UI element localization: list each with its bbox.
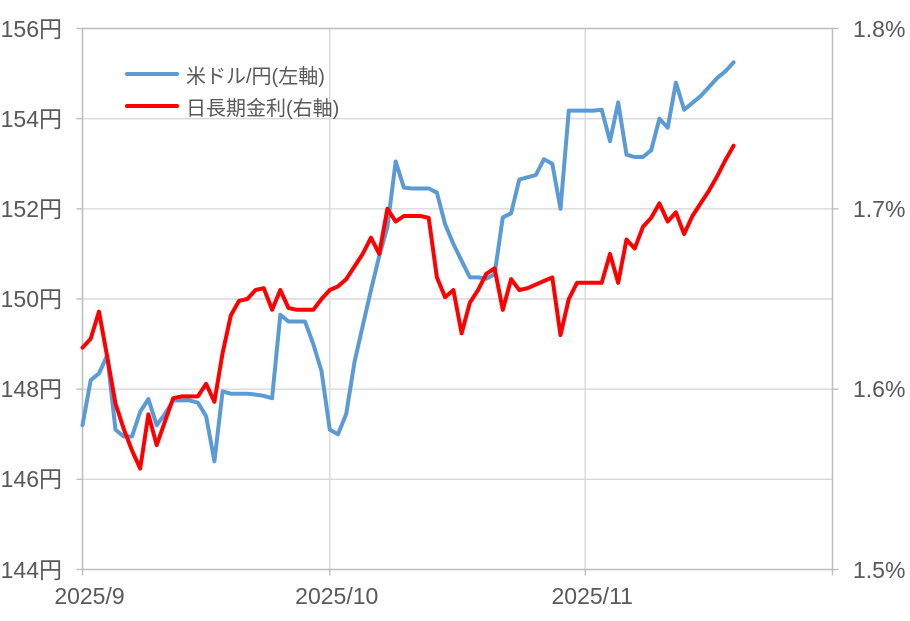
usdjpy-line-swatch-icon [125, 72, 179, 76]
legend-label-usdjpy: 米ドル/円(左軸) [186, 65, 325, 88]
series-jgb-yield-line [80, 143, 736, 471]
left-axis-label: 148円 [0, 376, 62, 403]
right-axis-label: 1.7% [853, 195, 906, 222]
x-axis-label: 2025/9 [54, 583, 125, 609]
left-axis-label: 146円 [0, 466, 62, 493]
x-axis-label: 2025/11 [551, 583, 633, 609]
legend-item-usdjpy: 米ドル/円(左軸) [125, 64, 325, 88]
left-axis-label: 154円 [0, 105, 62, 132]
legend-label-jgb-yield: 日長期金利(右軸) [186, 97, 340, 120]
right-axis-label: 1.8% [853, 15, 906, 42]
right-axis-label: 1.5% [853, 556, 906, 583]
left-axis-label: 156円 [0, 15, 62, 42]
left-axis-label: 144円 [0, 556, 62, 583]
legend-item-jgb-yield: 日長期金利(右軸) [125, 96, 339, 120]
jgb-yield-line-swatch-icon [125, 104, 179, 108]
left-axis-label: 152円 [0, 195, 62, 222]
left-axis-label: 150円 [0, 286, 62, 312]
right-axis-label: 1.6% [853, 376, 906, 403]
series-usdjpy-line [80, 60, 736, 464]
x-axis-label: 2025/10 [295, 583, 379, 609]
